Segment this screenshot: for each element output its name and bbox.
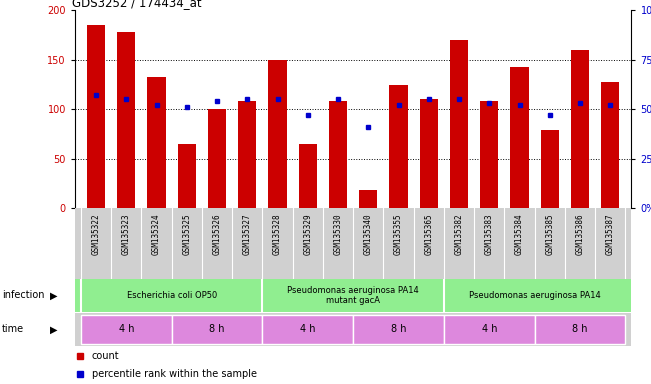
- Bar: [444, 314, 534, 344]
- Bar: [208, 109, 226, 208]
- Text: GSM135330: GSM135330: [333, 214, 342, 255]
- Bar: [534, 314, 626, 344]
- Text: 4 h: 4 h: [118, 324, 134, 334]
- Text: GSM135324: GSM135324: [152, 214, 161, 255]
- Text: GSM135382: GSM135382: [454, 214, 464, 255]
- Text: ▶: ▶: [50, 324, 58, 334]
- Bar: [268, 60, 286, 208]
- Text: GSM135328: GSM135328: [273, 214, 282, 255]
- Bar: [510, 67, 529, 208]
- Text: GSM135326: GSM135326: [212, 214, 221, 255]
- Text: GSM135386: GSM135386: [575, 214, 585, 255]
- Bar: [480, 101, 499, 208]
- Bar: [238, 101, 256, 208]
- Bar: [117, 32, 135, 208]
- Bar: [178, 144, 196, 208]
- Text: time: time: [2, 324, 24, 334]
- Bar: [359, 190, 378, 208]
- Text: GSM135340: GSM135340: [364, 214, 373, 255]
- Text: GSM135387: GSM135387: [606, 214, 615, 255]
- Text: GSM135325: GSM135325: [182, 214, 191, 255]
- Bar: [148, 77, 165, 208]
- Text: infection: infection: [2, 290, 44, 301]
- Text: 4 h: 4 h: [482, 324, 497, 334]
- Bar: [81, 314, 172, 344]
- Text: GSM135385: GSM135385: [546, 214, 554, 255]
- Text: Pseudomonas aeruginosa PA14
mutant gacA: Pseudomonas aeruginosa PA14 mutant gacA: [287, 286, 419, 305]
- Bar: [172, 314, 262, 344]
- Bar: [541, 130, 559, 208]
- Bar: [87, 25, 105, 208]
- Bar: [299, 144, 317, 208]
- Bar: [389, 84, 408, 208]
- Text: Escherichia coli OP50: Escherichia coli OP50: [126, 291, 217, 300]
- Bar: [602, 81, 619, 208]
- Bar: [420, 99, 438, 208]
- Bar: [262, 314, 353, 344]
- Text: GSM135322: GSM135322: [92, 214, 100, 255]
- Text: 4 h: 4 h: [300, 324, 316, 334]
- Text: GSM135384: GSM135384: [515, 214, 524, 255]
- Bar: [571, 50, 589, 208]
- Bar: [329, 101, 347, 208]
- Bar: [450, 40, 468, 208]
- Text: ▶: ▶: [50, 290, 58, 301]
- Text: GSM135329: GSM135329: [303, 214, 312, 255]
- Bar: [353, 314, 444, 344]
- Text: GSM135355: GSM135355: [394, 214, 403, 255]
- Text: 8 h: 8 h: [572, 324, 588, 334]
- Text: Pseudomonas aeruginosa PA14: Pseudomonas aeruginosa PA14: [469, 291, 600, 300]
- Text: GSM135323: GSM135323: [122, 214, 131, 255]
- Text: 8 h: 8 h: [209, 324, 225, 334]
- Text: count: count: [92, 351, 119, 361]
- Text: GDS3252 / 174434_at: GDS3252 / 174434_at: [72, 0, 202, 9]
- Text: GSM135365: GSM135365: [424, 214, 434, 255]
- Text: GSM135383: GSM135383: [485, 214, 494, 255]
- Text: GSM135327: GSM135327: [243, 214, 252, 255]
- Text: percentile rank within the sample: percentile rank within the sample: [92, 369, 256, 379]
- Text: 8 h: 8 h: [391, 324, 406, 334]
